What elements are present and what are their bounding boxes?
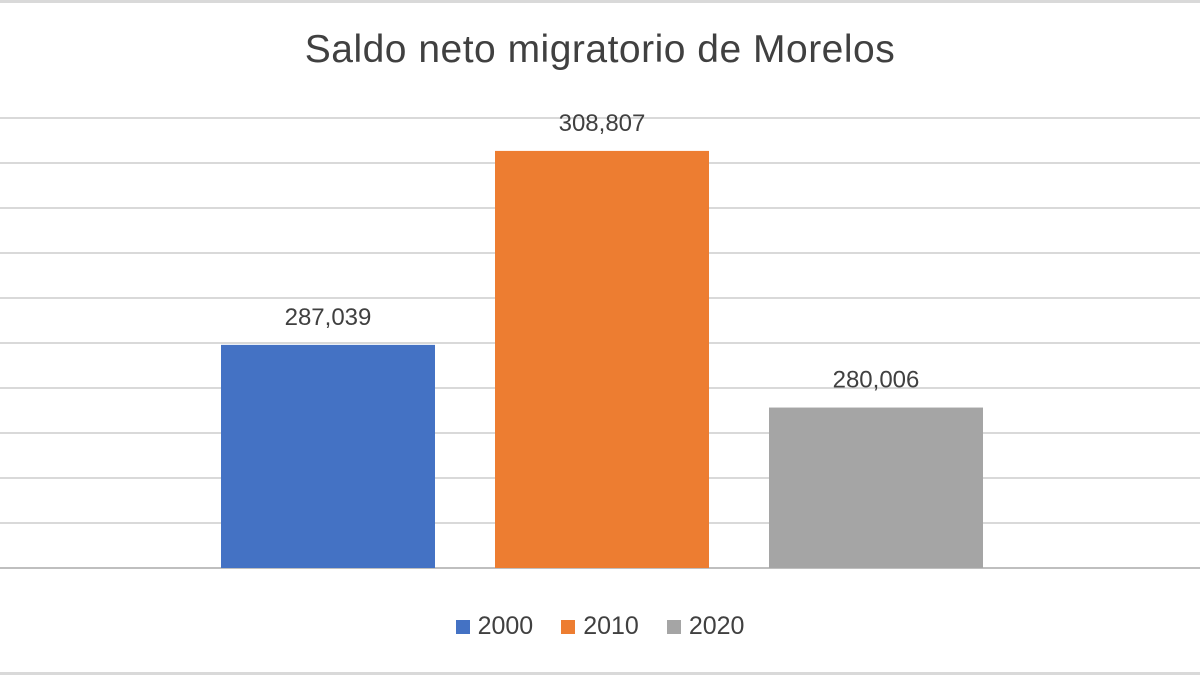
legend: 2000 2010 2020	[0, 612, 1200, 641]
legend-swatch-2020	[666, 619, 681, 634]
chart-title: Saldo neto migratorio de Morelos	[304, 28, 896, 71]
legend-swatch-2010	[561, 619, 576, 634]
bars	[221, 150, 983, 569]
legend-swatch-2000	[455, 619, 470, 634]
legend-item-2020: 2020	[666, 612, 745, 641]
bar-2020	[769, 407, 983, 568]
legend-item-2010: 2010	[561, 612, 639, 641]
data-labels: 287,039 308,807 280,006	[285, 110, 920, 394]
legend-item-2000: 2000	[455, 612, 534, 641]
data-label-2010: 308,807	[559, 110, 646, 137]
bar-2000	[221, 344, 435, 568]
bar-2010	[495, 150, 709, 569]
legend-label-2020: 2020	[688, 612, 745, 640]
data-label-2020: 280,006	[833, 367, 920, 394]
data-label-2000: 287,039	[285, 304, 372, 331]
legend-label-2000: 2000	[477, 612, 534, 640]
legend-label-2010: 2010	[583, 612, 639, 640]
